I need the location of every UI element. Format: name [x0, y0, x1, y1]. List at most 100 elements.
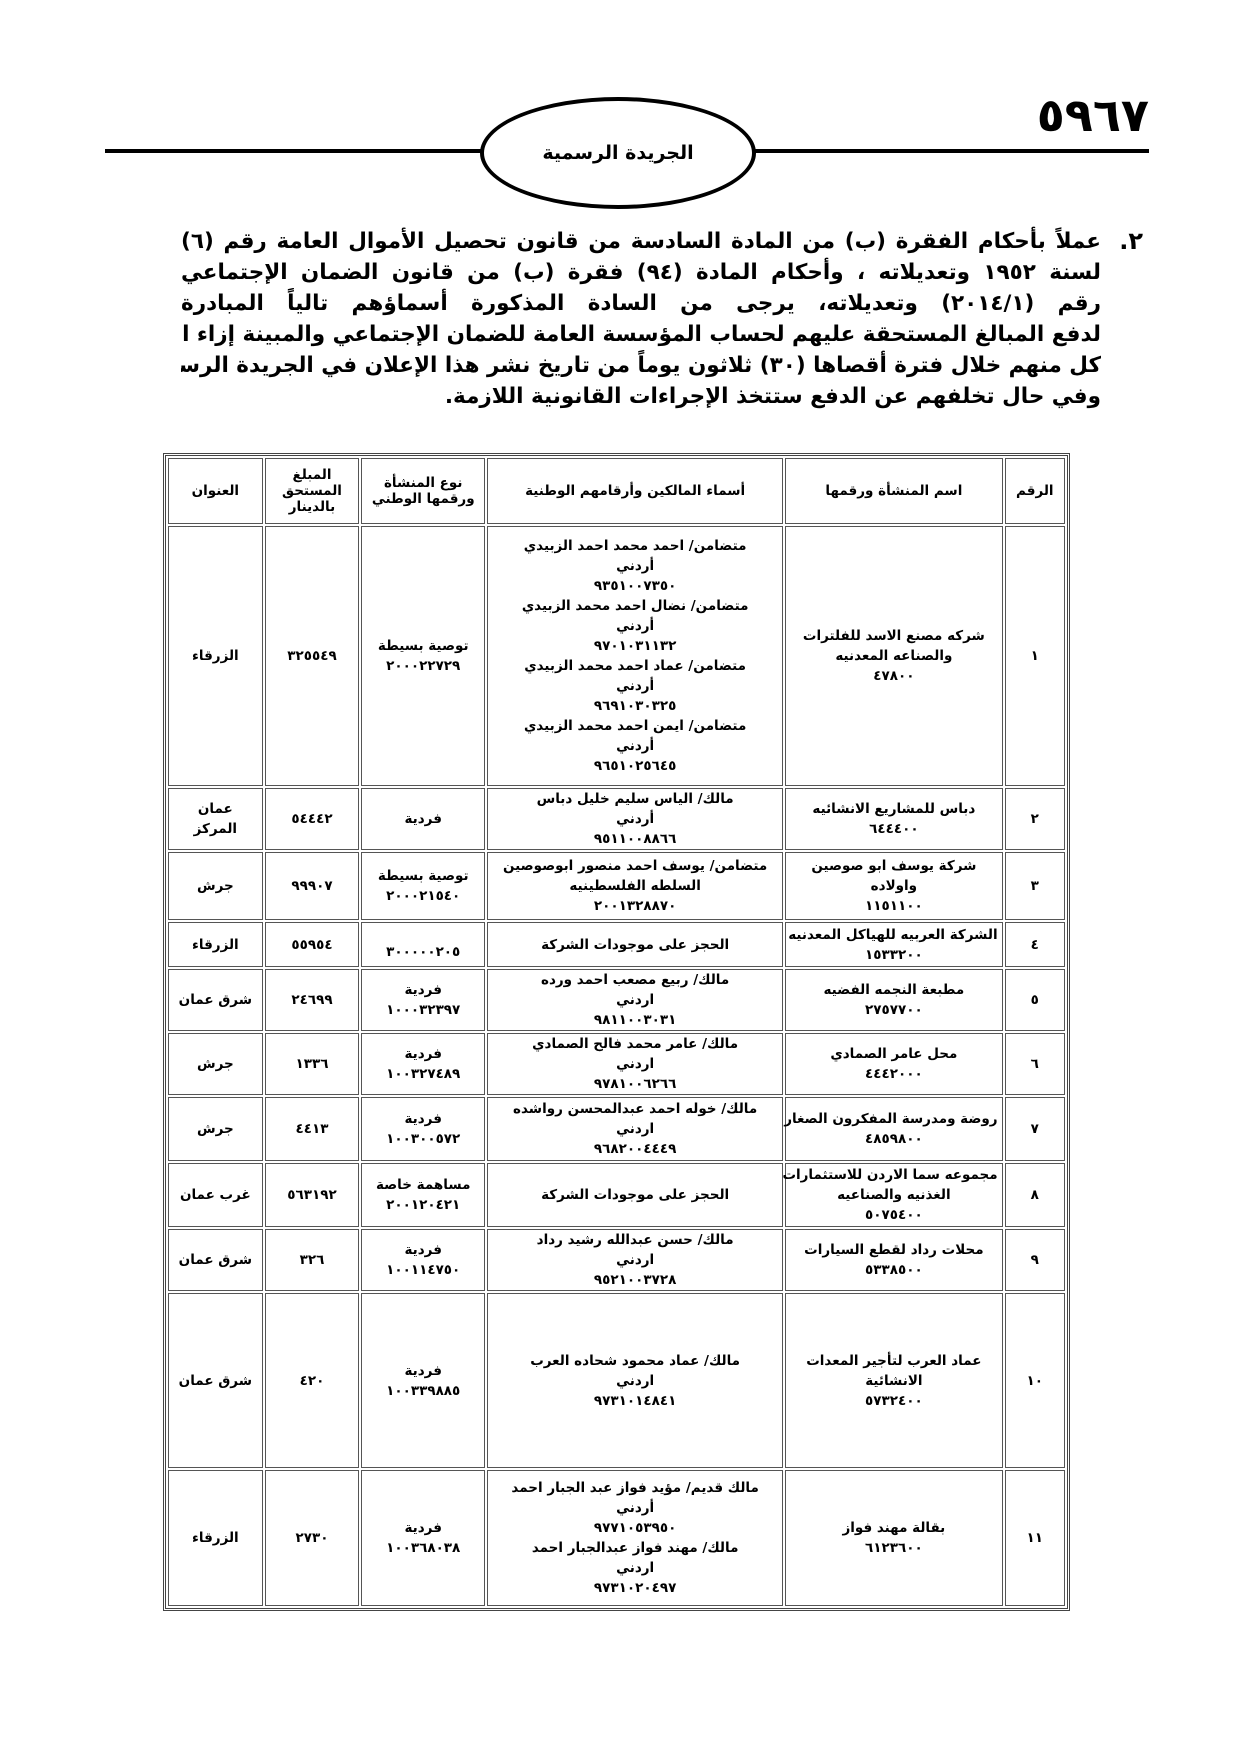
cell-owners-line: ٩٨١١٠٠٣٠٣١	[593, 1012, 677, 1028]
cell-establishment-line: شركة يوسف ابو صوصين	[811, 858, 977, 874]
cell-establishment-line: شركه مصنع الاسد للفلترات	[802, 628, 985, 644]
cell-address-line: شرق عمان	[178, 1372, 252, 1389]
cell-type-line: ١٠٠٠٣٢٣٩٧	[386, 1002, 461, 1018]
cell-amount: ٣٢٥٥٤٩	[264, 526, 360, 786]
cell-type-line: ٢٠٠٠٢٢٧٢٩	[386, 658, 461, 674]
cell-address-line: جرش	[196, 1121, 234, 1137]
cell-number: ٩	[1004, 1229, 1065, 1291]
notice-line: لسنة ١٩٥٢ وتعديلاته ، وأحكام المادة (٩٤)…	[181, 260, 1101, 285]
cell-number: ٥	[1004, 969, 1065, 1031]
cell-number: ١١	[1004, 1470, 1065, 1606]
cell-establishment: دباس للمشاريع الانشائيه ٦٤٤٤٠٠	[785, 788, 1003, 850]
cell-type-line: فردية	[404, 1362, 442, 1379]
cell-number-line: ١	[1030, 648, 1039, 664]
cell-establishment-line: ٢٧٥٧٧٠٠	[865, 1002, 923, 1018]
cell-owners-line: ٩٧٣١٠١٤٨٤١	[593, 1392, 677, 1409]
cell-amount: ٢٧٣٠	[264, 1470, 360, 1606]
cell-number: ٤	[1004, 922, 1065, 967]
cell-address: الزرقاء	[168, 526, 263, 786]
cell-owners-line: أردني	[616, 558, 655, 574]
cell-owners: مالك/ حسن عبدالله رشيد رداد اردني ٩٥٢١٠٠٣٧…	[487, 1229, 784, 1291]
cell-owners-line: الحجز على موجودات الشركة	[541, 1187, 730, 1203]
cell-owners-line: أردني	[616, 678, 655, 694]
cell-address-line: عمان	[197, 801, 233, 817]
page-number: ٥٩٦٧	[1036, 88, 1149, 142]
cell-establishment-line: واولاده	[870, 878, 918, 894]
cell-type-line: فردية	[404, 982, 442, 998]
table-header-row: الرقم اسم المنشأة ورقمها أسماء المالكين …	[168, 458, 1065, 524]
item-number: ٢.	[1119, 227, 1143, 255]
cell-amount-line: ٤٢٠	[299, 1372, 325, 1389]
cell-owners: مالك/ عامر محمد فالح الصمادي اردني ٩٧٨١٠٠٦…	[487, 1033, 784, 1095]
cell-address: جرش	[168, 1033, 263, 1095]
cell-address-line: غرب عمان	[179, 1187, 251, 1203]
cell-owners-line: أردني	[616, 811, 655, 827]
cell-type: فردية ١٠٠٣٠٠٥٧٢	[361, 1097, 486, 1161]
cell-establishment-line: محلات رداد لقطع السيارات	[804, 1242, 984, 1258]
table-row: ٣ شركة يوسف ابو صوصين واولاده ١١٥١١٠٠ متضامن…	[168, 852, 1065, 920]
cell-establishment-line: ٤٧٨٠٠	[873, 668, 915, 684]
cell-amount-line: ٥٤٤٤٢	[291, 811, 333, 827]
cell-type-line: فردية	[404, 1520, 442, 1536]
cell-address: عمان المركز	[168, 788, 263, 850]
cell-number-line: ٥	[1030, 992, 1039, 1008]
notice-line: وفي حال تخلفهم عن الدفع ستتخذ الإجراءات …	[444, 384, 1101, 409]
cell-address: شرق عمان	[168, 969, 263, 1031]
table-row: ٤ الشركة العربيه للهياكل المعدنيه ١٥٣٣٢٠٠ ا…	[168, 922, 1065, 967]
cell-owners-line: متضامن/ نضال احمد محمد الزبيدي	[521, 598, 749, 614]
cell-type-line: ٣٠٠٠٠٠٢٠٥	[386, 944, 461, 960]
cell-establishment-line: الغذنيه والصناعيه	[837, 1187, 951, 1203]
cell-type-line: ١٠٠٣٦٨٠٣٨	[386, 1540, 461, 1556]
cell-establishment-line: ٦١٢٣٦٠٠	[865, 1540, 923, 1556]
cell-establishment-line: دباس للمشاريع الانشائيه	[812, 801, 976, 817]
cell-establishment: محلات رداد لقطع السيارات ٥٣٣٨٥٠٠	[785, 1229, 1003, 1291]
cell-owners-line: متضامن/ ايمن احمد محمد الزبيدي	[523, 718, 747, 734]
cell-type: ٣٠٠٠٠٠٢٠٥	[361, 922, 486, 967]
cell-amount: ٥٥٩٥٤	[264, 922, 360, 967]
cell-owners-line: متضامن/ عماد احمد محمد الزبيدي	[524, 658, 746, 674]
cell-owners-line: مالك/ ربيع مصعب احمد ورده	[541, 972, 730, 988]
cell-owners-line: اردني	[616, 1560, 655, 1576]
cell-type-line: فردية	[404, 1046, 442, 1062]
cell-amount-line: ١٣٣٦	[295, 1056, 329, 1072]
cell-type: فردية ١٠٠٠٣٢٣٩٧	[361, 969, 486, 1031]
cell-type-line: ١٠٠٣٣٩٨٨٥	[386, 1382, 461, 1399]
cell-owners-line: السلطه الفلسطينيه	[569, 878, 701, 894]
cell-address-line: جرش	[196, 1056, 234, 1072]
cell-number: ١٠	[1004, 1293, 1065, 1468]
header-amount: المبلغ المستحق بالدينار	[264, 458, 360, 524]
gazette-title-ellipse: الجريدة الرسمية	[480, 97, 756, 209]
cell-owners-line: مالك/ خوله احمد عبدالمحسن رواشده	[513, 1101, 758, 1117]
header-type-line: نوع المنشأة	[383, 475, 463, 491]
cell-establishment: مطبعة النجمه الفضيه ٢٧٥٧٧٠٠	[785, 969, 1003, 1031]
notice-line: رقم (٢٠١٤/١) وتعديلاته، يرجى من السادة ا…	[181, 291, 1101, 316]
cell-owners-line: ٩٧٣١٠٢٠٤٩٧	[593, 1580, 677, 1596]
cell-establishment-line: الشركة العربيه للهياكل المعدنيه	[788, 926, 998, 943]
cell-type: فردية ١٠٠١١٤٧٥٠	[361, 1229, 486, 1291]
cell-type-line: فردية	[404, 811, 442, 827]
cell-owners-line: ٩٥١١٠٠٨٨٦٦	[593, 831, 677, 847]
cell-amount: ٤٤١٣	[264, 1097, 360, 1161]
header-type: نوع المنشأة ورقمها الوطني	[361, 458, 486, 524]
cell-establishment-line: مجموعه سما الاردن للاستثمارات	[782, 1167, 998, 1183]
cell-owners: مالك/ عماد محمود شحاده العرب اردني ٩٧٣١٠١٤…	[487, 1293, 784, 1468]
cell-address: جرش	[168, 852, 263, 920]
cell-establishment-line: ٥٠٧٥٤٠٠	[865, 1207, 923, 1223]
cell-number-line: ٢	[1030, 811, 1039, 827]
cell-type: مساهمة خاصة ٢٠٠١٢٠٤٢١	[361, 1163, 486, 1227]
cell-type-line: مساهمة خاصة	[375, 1177, 471, 1193]
cell-type: توصية بسيطة ٢٠٠٠٢٢٧٢٩	[361, 526, 486, 786]
cell-address-line: الزرقاء	[191, 648, 239, 664]
cell-number-line: ٦	[1030, 1056, 1039, 1072]
notice-line: كل منهم خلال فترة أقصاها (٣٠) ثلاثون يوم…	[181, 353, 1101, 378]
cell-number: ٣	[1004, 852, 1065, 920]
table-row: ١٠ عماد العرب لتأجير المعدات الانشائية ٥٧٣٢…	[168, 1293, 1065, 1468]
cell-owners: مالك/ خوله احمد عبدالمحسن رواشده اردني ٩٦٨…	[487, 1097, 784, 1161]
cell-owners-line: اردني	[616, 992, 655, 1008]
cell-address: شرق عمان	[168, 1293, 263, 1468]
cell-amount: ١٣٣٦	[264, 1033, 360, 1095]
cell-address: الزرقاء	[168, 922, 263, 967]
cell-owners-line: مالك/ مهند فواز عبدالجبار احمد	[531, 1540, 739, 1556]
header-amount-line: بالدينار	[288, 499, 336, 515]
cell-address: شرق عمان	[168, 1229, 263, 1291]
